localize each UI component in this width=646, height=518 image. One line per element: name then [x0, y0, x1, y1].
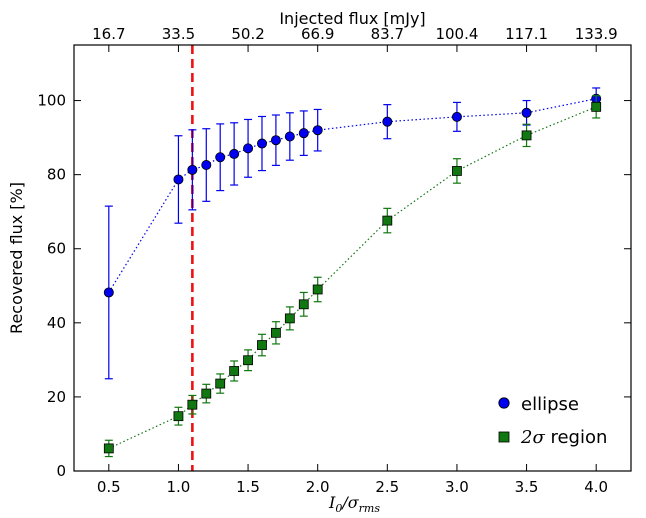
- data-point: [298, 299, 309, 310]
- data-point: [215, 378, 226, 389]
- data-point: [382, 116, 393, 127]
- legend-marker-2sigma-region: [498, 431, 510, 443]
- y-tick-label: 20: [47, 388, 66, 406]
- x-tick-label: 3.0: [445, 478, 469, 496]
- data-point: [382, 215, 393, 226]
- data-point: [591, 101, 602, 112]
- x-axis-label: I0/σrms: [328, 493, 380, 515]
- legend-label-2sigma-region: 2σ region: [520, 427, 607, 448]
- x-axis-label-sub1: 0: [335, 502, 342, 515]
- data-point: [229, 148, 240, 159]
- x-tick-label: 4.0: [584, 478, 608, 496]
- legend-label-ellipse: ellipse: [521, 394, 579, 415]
- top-x-tick-label: 100.4: [435, 25, 478, 43]
- top-x-tick-label: 133.9: [575, 25, 618, 43]
- data-point: [201, 388, 212, 399]
- data-point: [271, 327, 281, 338]
- data-point: [173, 411, 184, 422]
- data-point: [521, 130, 532, 141]
- series-2sigma-region: [103, 95, 602, 458]
- data-point: [243, 355, 253, 366]
- data-point: [312, 125, 323, 136]
- data-point: [187, 399, 198, 410]
- data-point: [103, 287, 114, 298]
- legend: ellipse 2σ region: [498, 394, 607, 448]
- x-axis-label-mid: /σ: [340, 493, 359, 512]
- legend-label-2sigma-symbol: 2σ: [520, 427, 545, 448]
- top-x-tick-label: 33.5: [162, 25, 195, 43]
- x-tick-label: 2.0: [306, 478, 330, 496]
- axis-ticks: 0.5 1.0 1.5 2.0 2.5 3.0 3.5 4.0 16.7 33.5 50.2 66.9…: [37, 25, 631, 496]
- y-tick-label: 60: [47, 240, 66, 258]
- x-tick-label: 1.5: [236, 478, 260, 496]
- data-point: [173, 174, 184, 185]
- data-point: [284, 131, 295, 142]
- data-point: [256, 138, 267, 149]
- data-point: [284, 313, 295, 324]
- y-tick-label: 0: [56, 462, 66, 480]
- data-point: [201, 160, 212, 171]
- data-point: [229, 366, 240, 376]
- data-point: [187, 164, 198, 175]
- legend-marker-ellipse: [498, 397, 510, 409]
- data-point: [270, 135, 281, 146]
- data-point: [215, 152, 226, 163]
- top-x-tick-label: 50.2: [231, 25, 264, 43]
- data-point: [257, 340, 267, 350]
- y-tick-label: 80: [47, 166, 66, 184]
- data-point: [451, 111, 462, 122]
- series-line: [108, 98, 597, 293]
- axes-frame: [73, 44, 632, 472]
- top-x-tick-label: 16.7: [92, 25, 125, 43]
- data-point: [312, 284, 323, 295]
- x-tick-label: 3.5: [515, 478, 539, 496]
- top-x-tick-label: 83.7: [371, 25, 404, 43]
- data-point: [243, 143, 254, 154]
- x-axis-label-main: I: [328, 493, 336, 512]
- legend-label-2sigma-rest: region: [545, 427, 608, 448]
- data-point: [452, 166, 462, 176]
- plot-area: [103, 45, 602, 471]
- top-x-tick-label: 66.9: [301, 25, 334, 43]
- data-point: [103, 443, 114, 454]
- series-ellipse: [103, 87, 602, 380]
- y-tick-label: 40: [47, 314, 66, 332]
- data-point: [298, 128, 309, 139]
- top-axis-label: Injected flux [mJy]: [279, 9, 425, 28]
- y-tick-label: 100: [37, 92, 66, 110]
- data-point: [521, 107, 532, 118]
- x-tick-label: 0.5: [97, 478, 121, 496]
- top-x-tick-label: 117.1: [505, 25, 548, 43]
- y-axis-label: Recovered flux [%]: [7, 182, 26, 334]
- x-tick-label: 1.0: [167, 478, 191, 496]
- x-axis-label-sub2: rms: [359, 502, 381, 515]
- x-tick-label: 2.5: [375, 478, 399, 496]
